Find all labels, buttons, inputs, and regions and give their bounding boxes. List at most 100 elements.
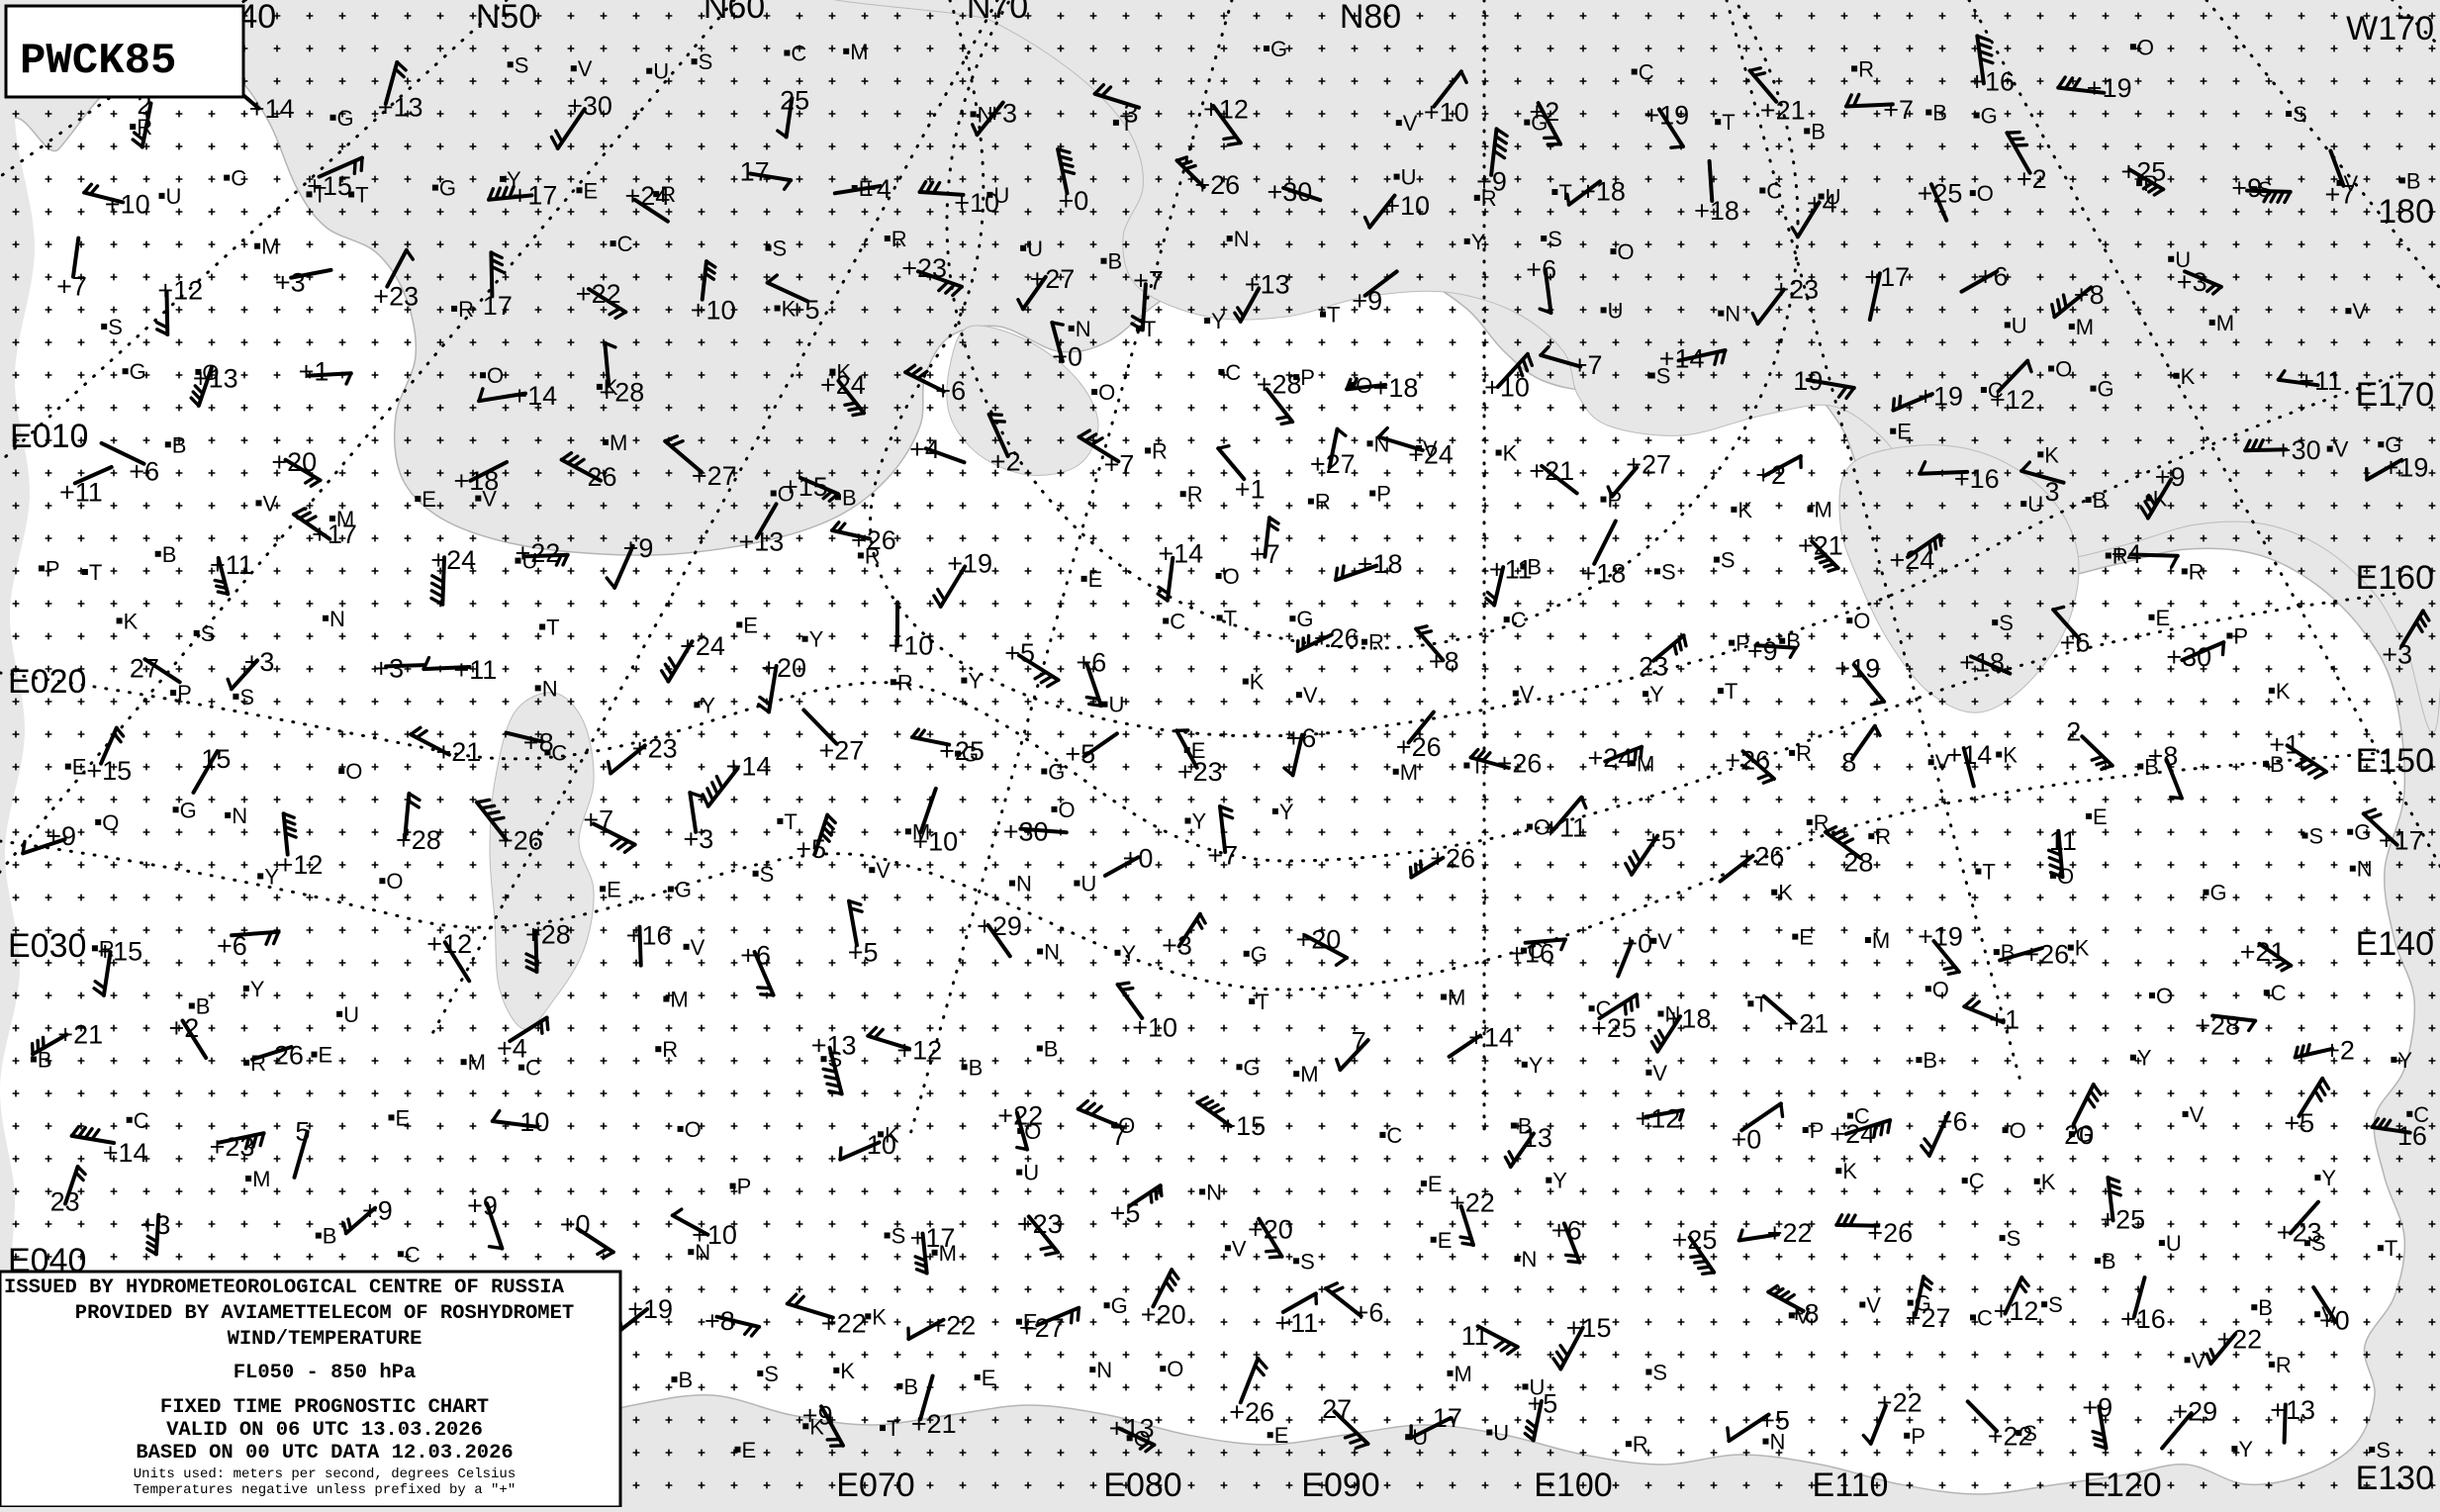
svg-text:+29: +29 — [977, 911, 1022, 941]
svg-text:E130: E130 — [2356, 1460, 2434, 1497]
svg-text:PWCK85: PWCK85 — [20, 37, 176, 86]
svg-text:+14: +14 — [249, 94, 295, 124]
svg-text:+26: +26 — [1194, 170, 1240, 200]
svg-text:V: V — [876, 858, 891, 883]
svg-text:K: K — [2153, 487, 2168, 512]
svg-text:E020: E020 — [8, 663, 86, 701]
svg-text:S: S — [892, 1224, 906, 1249]
svg-text:V: V — [1652, 1061, 1667, 1086]
svg-text:E010: E010 — [10, 418, 88, 455]
svg-text:+12: +12 — [426, 929, 472, 959]
svg-text:+25: +25 — [1918, 179, 1963, 209]
svg-text:+10: +10 — [889, 630, 934, 660]
svg-text:+26: +26 — [1229, 1397, 1274, 1427]
svg-text:U: U — [1080, 872, 1096, 897]
svg-text:+20: +20 — [271, 447, 317, 477]
svg-text:P: P — [1300, 365, 1315, 390]
svg-text:+19: +19 — [2087, 73, 2132, 103]
svg-text:U: U — [2175, 247, 2191, 272]
svg-text:U: U — [1023, 1161, 1039, 1185]
svg-text:+25: +25 — [2100, 1204, 2145, 1234]
svg-text:T: T — [1120, 111, 1133, 136]
svg-text:B: B — [1527, 555, 1542, 580]
svg-text:U: U — [522, 549, 538, 574]
svg-text:+3: +3 — [2382, 640, 2412, 670]
svg-text:+5: +5 — [2284, 1108, 2314, 1138]
svg-text:C: C — [2271, 981, 2287, 1005]
svg-text:T: T — [1725, 679, 1737, 704]
svg-text:+22: +22 — [931, 1311, 977, 1341]
svg-text:N: N — [1374, 431, 1390, 456]
svg-text:2: 2 — [2066, 717, 2081, 747]
svg-text:O: O — [1977, 181, 1994, 206]
svg-text:+22: +22 — [576, 279, 621, 309]
svg-text:C: C — [134, 1108, 149, 1133]
svg-text:Y: Y — [1471, 230, 1486, 254]
svg-text:T: T — [784, 809, 797, 834]
svg-text:B: B — [323, 1224, 337, 1249]
svg-text:E: E — [1274, 1423, 1289, 1448]
svg-text:N: N — [1044, 940, 1060, 965]
svg-text:N: N — [978, 102, 993, 127]
svg-text:T: T — [1224, 606, 1237, 630]
svg-text:N50: N50 — [476, 0, 537, 36]
svg-text:O: O — [778, 482, 795, 507]
svg-text:C: C — [1170, 610, 1185, 634]
svg-text:+15: +15 — [1220, 1111, 1266, 1141]
svg-text:+29: +29 — [2172, 1397, 2217, 1427]
svg-text:G: G — [130, 359, 146, 384]
svg-text:R: R — [1368, 630, 1384, 655]
svg-text:+6: +6 — [217, 931, 247, 961]
svg-text:+13: +13 — [739, 527, 785, 557]
svg-text:E: E — [607, 877, 621, 901]
svg-text:O: O — [1167, 1357, 1183, 1381]
svg-text:180: 180 — [2378, 193, 2434, 231]
svg-text:S: S — [1721, 548, 1736, 573]
svg-text:+6: +6 — [129, 457, 159, 487]
svg-text:B: B — [1786, 629, 1801, 654]
svg-text:R: R — [660, 182, 676, 207]
svg-text:+6: +6 — [1937, 1107, 1968, 1137]
svg-text:C: C — [1977, 1305, 1993, 1330]
svg-text:K: K — [885, 1122, 899, 1147]
svg-text:R: R — [865, 543, 881, 568]
svg-text:+14: +14 — [103, 1138, 148, 1168]
svg-text:+21: +21 — [1529, 456, 1574, 486]
svg-text:V: V — [1866, 1293, 1881, 1318]
svg-text:+12: +12 — [1994, 1296, 2039, 1326]
svg-text:K: K — [604, 375, 618, 400]
svg-text:K: K — [124, 609, 139, 633]
svg-text:15: 15 — [201, 744, 231, 774]
svg-text:B: B — [1518, 1114, 1533, 1139]
svg-text:+8: +8 — [2074, 280, 2105, 310]
svg-text:B: B — [2093, 488, 2108, 513]
svg-text:V: V — [2334, 437, 2349, 462]
svg-text:R: R — [1152, 438, 1168, 463]
svg-text:E160: E160 — [2356, 559, 2434, 597]
svg-text:+10: +10 — [105, 190, 150, 220]
svg-text:E: E — [1438, 1228, 1453, 1253]
svg-text:C: C — [1766, 179, 1782, 204]
svg-text:N: N — [695, 1240, 710, 1265]
svg-text:N: N — [2357, 857, 2373, 882]
svg-text:G: G — [1531, 111, 1548, 136]
svg-text:+22: +22 — [2216, 1325, 2262, 1355]
svg-text:T: T — [89, 560, 102, 585]
svg-text:B: B — [172, 432, 187, 457]
svg-text:K: K — [782, 297, 797, 322]
svg-text:E: E — [1191, 738, 1206, 763]
svg-text:+14: +14 — [726, 752, 772, 782]
svg-text:Y: Y — [1279, 800, 1294, 824]
svg-text:U: U — [1109, 693, 1125, 717]
svg-text:E: E — [1088, 567, 1103, 592]
svg-text:G: G — [2210, 881, 2227, 905]
svg-text:B: B — [2102, 1249, 2116, 1274]
svg-text:C: C — [405, 1242, 421, 1267]
svg-text:U: U — [1530, 1374, 1546, 1399]
svg-text:Temperatures negative unless p: Temperatures negative unless prefixed by… — [134, 1482, 516, 1498]
svg-text:Y: Y — [701, 693, 715, 717]
svg-text:+12: +12 — [1203, 95, 1249, 125]
svg-text:+30: +30 — [2276, 435, 2321, 465]
svg-text:E170: E170 — [2356, 376, 2434, 414]
svg-text:S: S — [2311, 1231, 2326, 1256]
